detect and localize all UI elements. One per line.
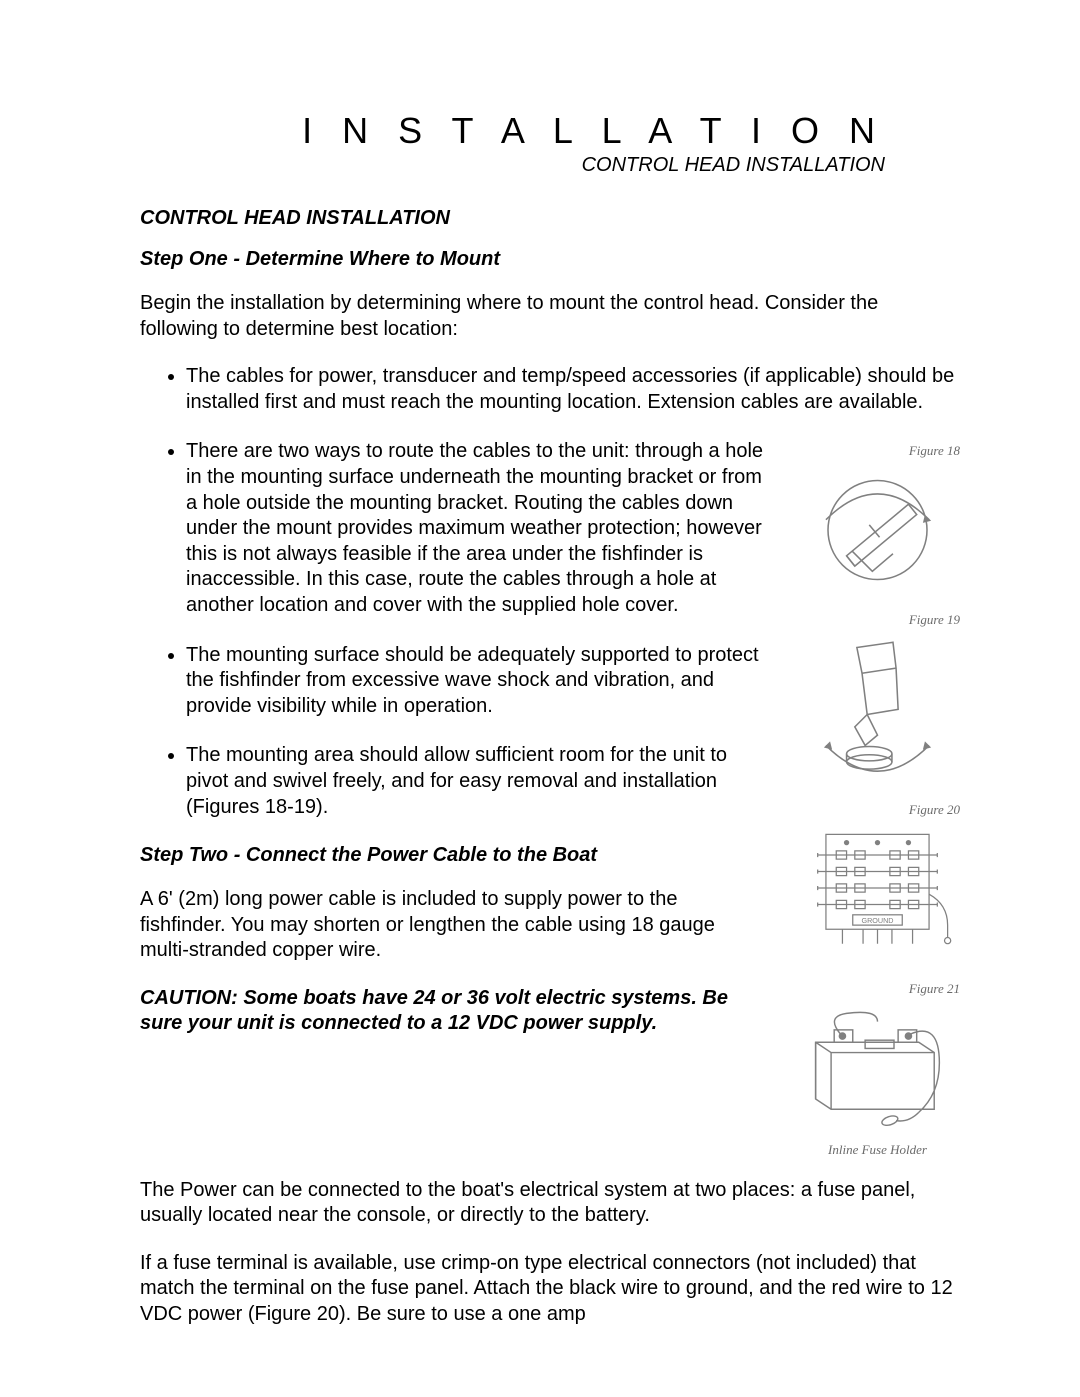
page-header: I N S T A L L A T I O N CONTROL HEAD INS… [140, 110, 885, 177]
figure-label: Figure 18 [795, 443, 960, 459]
step2-p1: A 6' (2m) long power cable is included t… [140, 887, 767, 964]
step1-bullet-list-cont: There are two ways to route the cables t… [140, 439, 767, 820]
step1-bullet-list: The cables for power, transducer and tem… [140, 364, 960, 415]
list-item: The mounting surface should be adequatel… [186, 643, 767, 720]
figure-label: Figure 20 [795, 802, 960, 818]
figure-21: Figure 21 [795, 981, 960, 1158]
step1-heading: Step One - Determine Where to Mount [140, 248, 960, 271]
list-item: The mounting area should allow sufficien… [186, 743, 767, 820]
ground-label: GROUND [861, 916, 893, 925]
figure-column: Figure 18 Figure 19 [795, 439, 960, 1177]
list-item: There are two ways to route the cables t… [186, 439, 767, 618]
list-item: The cables for power, transducer and tem… [186, 364, 960, 415]
page: I N S T A L L A T I O N CONTROL HEAD INS… [0, 0, 1080, 1397]
figure-label: Figure 21 [795, 981, 960, 997]
figure-label: Figure 19 [795, 612, 960, 628]
figure-19: Figure 19 [795, 612, 960, 781]
header-title: I N S T A L L A T I O N [140, 110, 885, 152]
text-column: There are two ways to route the cables t… [140, 439, 767, 1059]
section-heading: CONTROL HEAD INSTALLATION [140, 207, 960, 230]
step2-p2: The Power can be connected to the boat's… [140, 1178, 960, 1229]
fuse-panel-icon: GROUND [795, 822, 960, 956]
step2-caution: CAUTION: Some boats have 24 or 36 volt e… [140, 986, 767, 1037]
header-subtitle: CONTROL HEAD INSTALLATION [140, 154, 885, 177]
figure-20: Figure 20 [795, 802, 960, 961]
step2-heading: Step Two - Connect the Power Cable to th… [140, 844, 767, 867]
mount-swivel-icon [795, 632, 960, 776]
two-column-region: There are two ways to route the cables t… [140, 439, 960, 1177]
step1-intro: Begin the installation by determining wh… [140, 291, 960, 342]
figure-18: Figure 18 [795, 443, 960, 592]
step2-p3: If a fuse terminal is available, use cri… [140, 1251, 960, 1328]
battery-fuse-icon [795, 1001, 960, 1135]
figure-caption: Inline Fuse Holder [795, 1142, 960, 1158]
mount-tilt-icon [795, 463, 960, 587]
